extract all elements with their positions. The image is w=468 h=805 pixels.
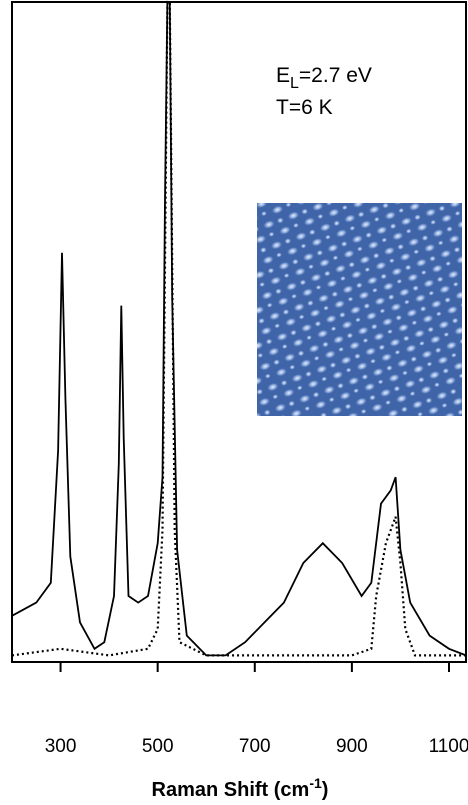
annotation-text: =2.7 eV xyxy=(299,64,372,87)
x-axis-label: Raman Shift (cm-1) xyxy=(152,775,329,801)
chart: EL=2.7 eV T=6 K Raman Shift (cm-1) 300 50… xyxy=(0,0,468,805)
x-tick-label: 500 xyxy=(142,736,174,757)
inset-image xyxy=(257,203,462,416)
x-axis-label-text: Raman Shift (cm xyxy=(152,779,310,801)
annotation: T=6 K xyxy=(276,96,333,119)
x-tick-label: 300 xyxy=(45,736,77,757)
x-axis-label-superscript: -1 xyxy=(309,775,322,791)
x-tick-label: 900 xyxy=(336,736,368,757)
page: {"chart_data": {"type": "line", "annotat… xyxy=(0,0,468,805)
annotation-subscript: L xyxy=(290,75,299,92)
annotation-text: E xyxy=(276,64,290,87)
annotation: EL=2.7 eV xyxy=(276,64,372,92)
x-axis-label-text: ) xyxy=(322,779,329,801)
x-tick-label: 1100 xyxy=(429,736,468,757)
x-tick-label: 700 xyxy=(239,736,271,757)
